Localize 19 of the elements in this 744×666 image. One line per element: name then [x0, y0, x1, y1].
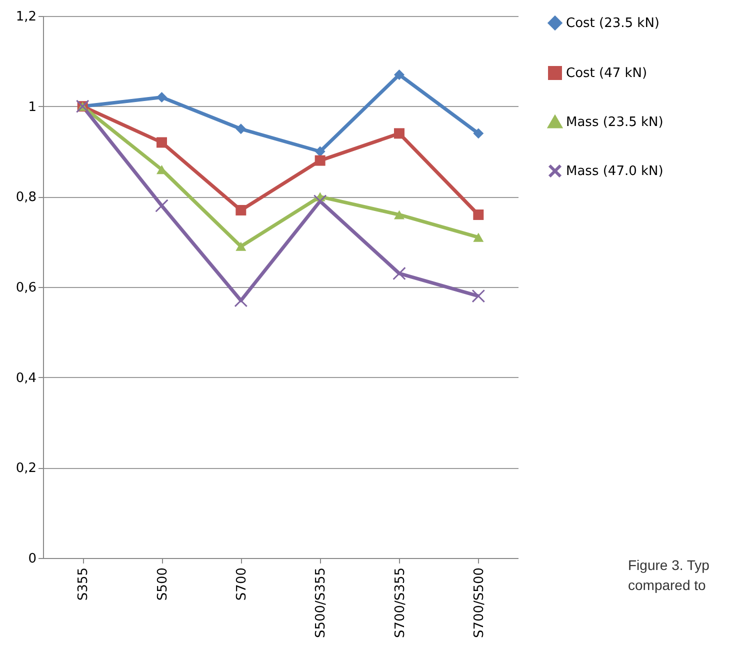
y-tick-label: 0,2 — [16, 461, 36, 476]
legend-label: Cost (47 kN) — [566, 66, 648, 81]
x-tick-label: S700/S500 — [472, 568, 487, 638]
x-tick-label: S355 — [76, 568, 92, 601]
y-tick-label: 0,8 — [16, 190, 36, 206]
x-tick-label: S700 — [234, 568, 250, 601]
legend-label: Mass (47.0 kN) — [566, 164, 664, 179]
y-tick-label: 1 — [28, 100, 36, 115]
x-tick-label: S500/S355 — [314, 568, 329, 638]
y-tick-label: 0,4 — [16, 370, 36, 386]
y-tick-label: 0,6 — [16, 280, 36, 296]
y-tick-label: 0 — [28, 552, 36, 566]
legend-label: Mass (23.5 kN) — [566, 115, 664, 130]
text: compared to — [628, 577, 706, 593]
legend-label: Cost (23.5 kN) — [566, 16, 660, 31]
x-tick-label: S500 — [155, 568, 170, 601]
y-tick-label: 1,2 — [16, 10, 36, 24]
caption: Figure 3. Typ — [628, 557, 710, 573]
x-tick-label: S700/S355 — [392, 568, 408, 638]
